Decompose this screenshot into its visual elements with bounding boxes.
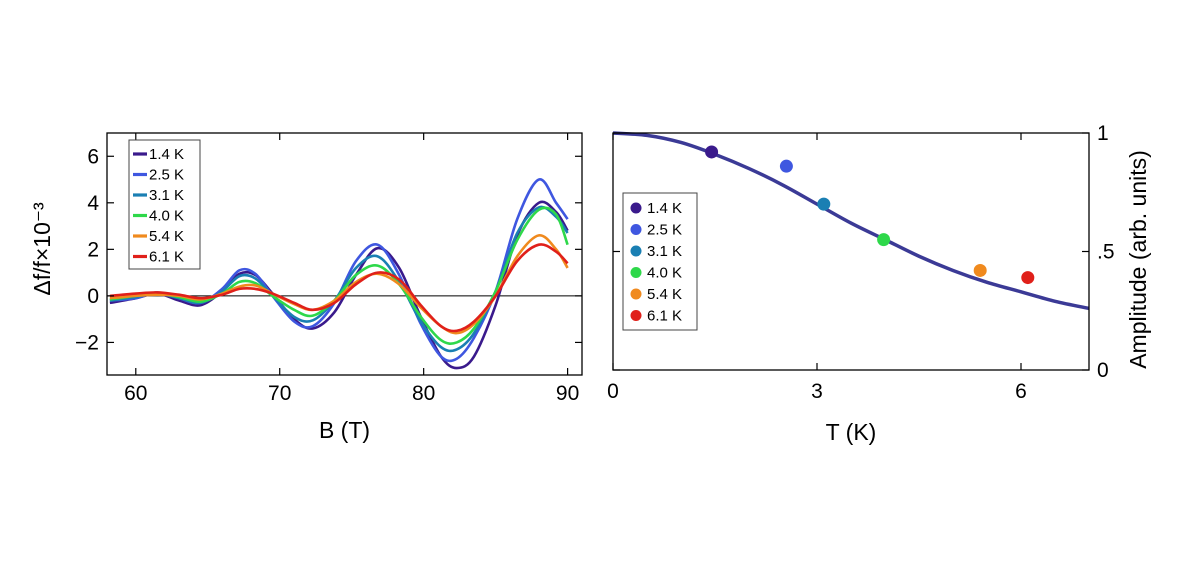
series-line-5 bbox=[109, 243, 569, 333]
data-point-2 bbox=[817, 197, 831, 211]
legend-box bbox=[128, 139, 201, 270]
data-point-4 bbox=[973, 263, 987, 277]
x-tick-label: 3 bbox=[811, 380, 823, 403]
y-axis-label: Δf/f×10⁻³ bbox=[29, 202, 55, 296]
legend-label: 5.4 K bbox=[647, 286, 682, 303]
data-point-1 bbox=[779, 159, 793, 173]
plot-frame bbox=[106, 132, 583, 376]
legend-marker bbox=[630, 288, 642, 300]
legend-label: 1.4 K bbox=[149, 146, 184, 163]
y-tick-label: −2 bbox=[75, 331, 99, 354]
y-tick-label: 6 bbox=[87, 145, 99, 168]
legend-label: 3.1 K bbox=[149, 187, 184, 204]
x-axis-label: B (T) bbox=[319, 417, 370, 443]
data-point-3 bbox=[877, 233, 891, 247]
legend-label: 3.1 K bbox=[647, 243, 682, 260]
y-tick-label: 2 bbox=[87, 238, 99, 261]
legend-box bbox=[622, 192, 698, 331]
legend-label: 4.0 K bbox=[647, 265, 682, 282]
x-tick-label: 90 bbox=[556, 382, 579, 405]
legend-marker bbox=[630, 245, 642, 257]
x-tick-label: 6 bbox=[1015, 380, 1027, 403]
legend-marker bbox=[630, 224, 642, 235]
y-tick-label: 0 bbox=[1097, 359, 1109, 382]
legend-label: 6.1 K bbox=[149, 249, 184, 266]
legend-label: 1.4 K bbox=[647, 200, 682, 217]
right-panel: 0 3 6 0 .5 1 T (K) Amplitude (arb. units) 1.4 K 2… bbox=[607, 122, 1151, 445]
data-point-5 bbox=[1021, 271, 1035, 285]
y-axis-label: Amplitude (arb. units) bbox=[1125, 150, 1151, 369]
legend-label: 4.0 K bbox=[149, 208, 184, 225]
legend-marker bbox=[630, 267, 642, 278]
x-tick-label: 80 bbox=[412, 382, 435, 405]
legend-label: 2.5 K bbox=[149, 167, 184, 184]
legend-label: 2.5 K bbox=[647, 222, 682, 239]
y-tick-label: 1 bbox=[1097, 122, 1109, 145]
y-tick-label: .5 bbox=[1097, 241, 1115, 264]
y-tick-label: 4 bbox=[87, 192, 99, 215]
legend-marker bbox=[630, 202, 642, 214]
left-panel: 60 70 80 90 −2 0 2 4 6 B (T) Δf/f×10⁻³ 1.4 K 2.5 K 3.… bbox=[29, 132, 583, 443]
data-point-0 bbox=[705, 145, 719, 159]
x-tick-label: 60 bbox=[124, 382, 147, 405]
fit-curve bbox=[612, 131, 1090, 311]
y-tick-label: 0 bbox=[87, 285, 99, 308]
x-axis-label: T (K) bbox=[826, 419, 877, 445]
legend-label: 6.1 K bbox=[647, 308, 682, 325]
legend-label: 5.4 K bbox=[149, 228, 184, 245]
x-tick-label: 0 bbox=[607, 380, 619, 403]
legend-marker bbox=[630, 310, 642, 321]
series-line-3 bbox=[109, 206, 569, 345]
x-tick-label: 70 bbox=[268, 382, 291, 405]
